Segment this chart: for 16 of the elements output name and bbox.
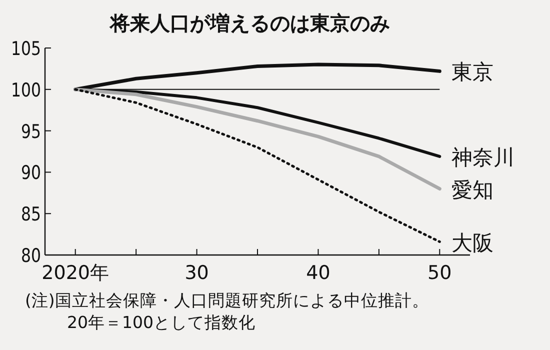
x-tick-label: 40 bbox=[306, 262, 330, 284]
y-tick-label: 105 bbox=[11, 38, 48, 60]
y-tick-label: 90 bbox=[21, 162, 46, 184]
y-tick-label: 95 bbox=[21, 120, 46, 143]
series-label: 東京 bbox=[452, 60, 494, 84]
x-tick-label: 2020年 bbox=[42, 262, 110, 284]
text: 20年＝100として指数化 bbox=[67, 313, 256, 332]
series-label: 神奈川 bbox=[452, 145, 515, 170]
series-label: 愛知 bbox=[452, 178, 494, 202]
text: (注)国立社会保障・人口問題研究所による中位推計。 bbox=[25, 291, 429, 310]
chart-title: 将来人口が増えるのは東京のみ bbox=[109, 11, 390, 35]
x-tick-label: 30 bbox=[184, 262, 209, 284]
x-tick-label: 50 bbox=[428, 262, 452, 284]
y-tick-label: 85 bbox=[21, 204, 46, 226]
y-tick-label: 100 bbox=[11, 79, 48, 102]
series-label: 大阪 bbox=[452, 230, 494, 255]
